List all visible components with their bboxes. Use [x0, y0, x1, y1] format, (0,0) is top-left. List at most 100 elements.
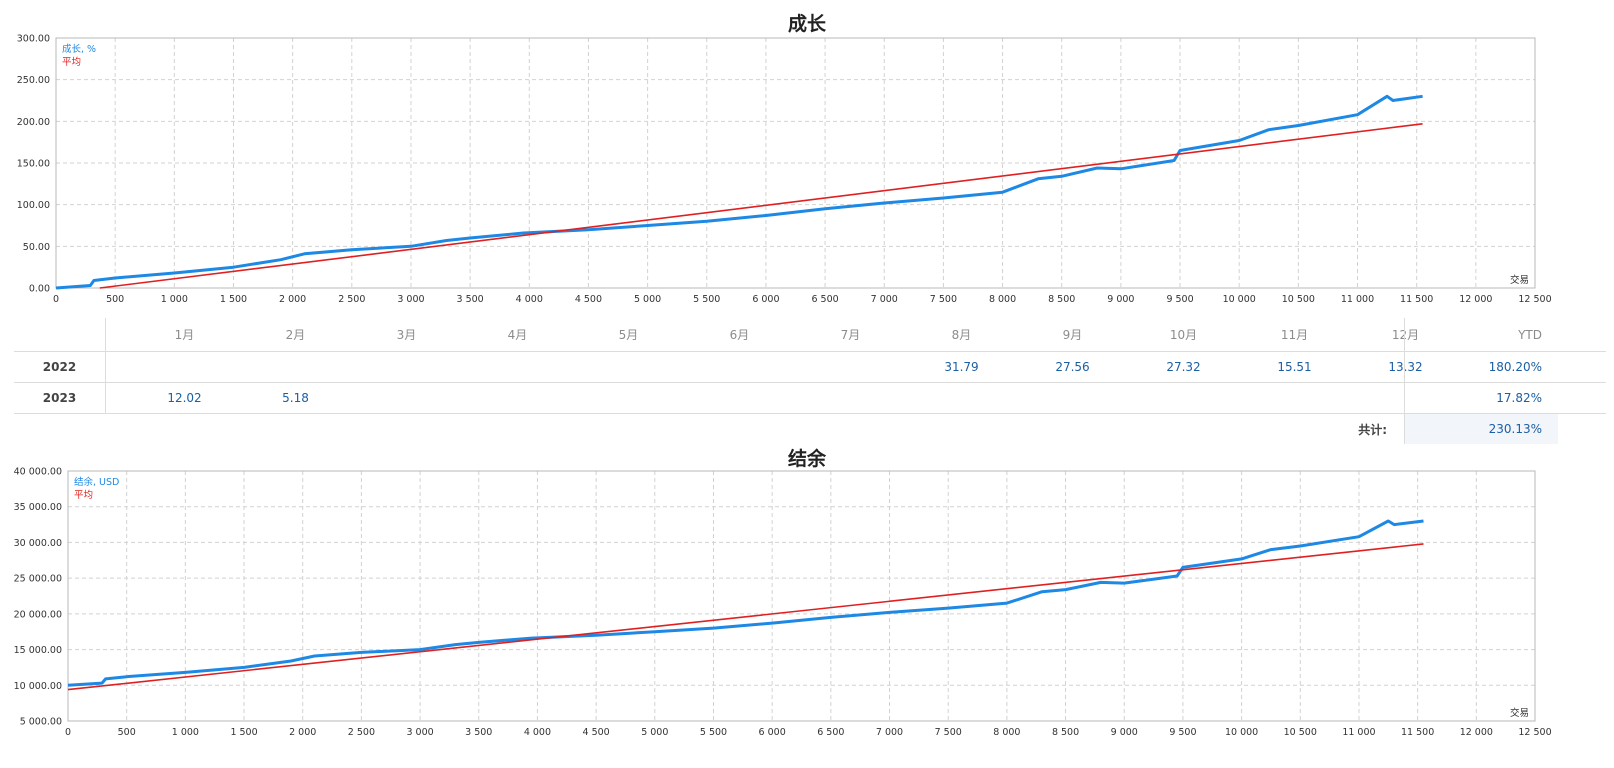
growth-x-tick-label: 1 000	[161, 294, 188, 305]
month-cell	[130, 352, 239, 382]
balance-plot-frame	[67, 470, 1536, 722]
month-header-11: 11月	[1280, 328, 1309, 342]
ytd-header: YTD	[1404, 318, 1552, 351]
ytd-cell: 17.82%	[1404, 383, 1552, 413]
growth-x-tick-label: 8 500	[1048, 294, 1075, 305]
growth-x-tick-label: 4 000	[516, 294, 543, 305]
month-cell	[1240, 383, 1349, 413]
balance-x-tick-label: 9 500	[1169, 727, 1196, 738]
growth-legend-entry: 平均	[62, 56, 81, 68]
balance-series-line-main	[67, 519, 1424, 687]
balance-x-tick-label: 11 000	[1342, 727, 1375, 738]
table-row: 2023 12.02 5.18 17.82%	[14, 383, 1606, 414]
growth-x-tick-label: 10 000	[1223, 294, 1256, 305]
growth-x-tick-label: 3 000	[397, 294, 424, 305]
month-header-8: 8月	[951, 328, 972, 342]
total-value: 230.13%	[1404, 414, 1558, 444]
growth-plot-frame	[55, 37, 1536, 289]
balance-x-axis-label: 交易	[1510, 707, 1529, 719]
month-cell	[685, 352, 794, 382]
month-header-2: 2月	[285, 328, 306, 342]
balance-x-tick-label: 11 500	[1401, 727, 1434, 738]
balance-x-tick-label: 10 000	[1225, 727, 1258, 738]
balance-x-tick-label: 10 500	[1284, 727, 1317, 738]
balance-x-tick-label: 12 000	[1460, 727, 1493, 738]
balance-x-tick-label: 4 000	[524, 727, 551, 738]
month-header-6: 6月	[729, 328, 750, 342]
balance-legend-entry: 平均	[74, 489, 93, 501]
month-header-7: 7月	[840, 328, 861, 342]
growth-y-tick-label: 0.00	[29, 284, 50, 295]
month-cell	[1129, 383, 1238, 413]
balance-x-tick-label: 3 500	[465, 727, 492, 738]
balance-y-tick-label: 40 000.00	[14, 467, 62, 478]
balance-y-tick-label: 5 000.00	[20, 717, 62, 728]
growth-x-tick-label: 2 500	[338, 294, 365, 305]
balance-x-tick-label: 2 500	[348, 727, 375, 738]
month-header-3: 3月	[396, 328, 417, 342]
growth-x-tick-label: 6 500	[811, 294, 838, 305]
month-cell	[796, 383, 905, 413]
month-header-1: 1月	[174, 328, 195, 342]
growth-x-tick-label: 9 500	[1166, 294, 1193, 305]
year-header-cell	[14, 318, 106, 351]
balance-legend-entry: 结余, USD	[74, 476, 119, 488]
growth-chart: 0 500 1 000 1 500 2 000 2 500 3 000 3 500 4 000 4…	[17, 34, 1552, 306]
month-cell: 15.51	[1277, 360, 1312, 374]
month-cell: 13.32	[1388, 360, 1423, 374]
month-header-9: 9月	[1062, 328, 1083, 342]
growth-series-line-main	[55, 94, 1423, 290]
balance-x-tick-label: 6 500	[817, 727, 844, 738]
growth-chart-title: 成长	[787, 14, 826, 35]
growth-x-axis-label: 交易	[1510, 274, 1529, 286]
table-total-row: 共计: 230.13%	[14, 414, 1606, 444]
month-cell: 27.32	[1166, 360, 1201, 374]
growth-x-tick-label: 8 000	[989, 294, 1016, 305]
balance-x-tick-label: 8 500	[1052, 727, 1079, 738]
growth-x-tick-label: 4 500	[575, 294, 602, 305]
balance-x-tick-label: 0	[65, 727, 71, 738]
balance-x-tick-label: 1 500	[230, 727, 257, 738]
growth-y-tick-label: 250.00	[17, 75, 50, 86]
balance-y-tick-label: 35 000.00	[14, 502, 62, 513]
balance-y-tick-label: 10 000.00	[14, 681, 62, 692]
month-cell	[241, 352, 350, 382]
growth-x-tick-label: 12 000	[1459, 294, 1492, 305]
monthly-returns-table: 1月 2月 3月 4月 5月 6月 7月 8月 9月 10月 11月 12月 Y…	[14, 318, 1606, 444]
growth-y-tick-label: 100.00	[17, 200, 50, 211]
growth-x-tick-label: 0	[53, 294, 59, 305]
balance-chart: 0 500 1 000 1 500 2 000 2 500 3 000 3 500 4 000 4…	[14, 467, 1552, 739]
balance-chart-title: 结余	[787, 449, 826, 470]
balance-y-tick-label: 30 000.00	[14, 538, 62, 549]
balance-x-tick-label: 5 000	[641, 727, 668, 738]
balance-x-tick-label: 8 000	[993, 727, 1020, 738]
month-cell	[352, 383, 461, 413]
month-cell: 31.79	[944, 360, 979, 374]
month-cell: 27.56	[1055, 360, 1090, 374]
year-cell: 2023	[14, 383, 106, 413]
growth-x-tick-label: 11 500	[1400, 294, 1433, 305]
total-label: 共计:	[1358, 422, 1387, 437]
growth-x-tick-label: 500	[106, 294, 124, 305]
growth-x-tick-label: 2 000	[279, 294, 306, 305]
month-cell	[685, 383, 794, 413]
balance-x-tick-label: 2 000	[289, 727, 316, 738]
month-cell	[574, 352, 683, 382]
month-cell	[907, 383, 1016, 413]
growth-x-tick-label: 3 500	[457, 294, 484, 305]
balance-y-tick-label: 20 000.00	[14, 609, 62, 620]
growth-y-tick-label: 150.00	[17, 159, 50, 170]
growth-y-tick-label: 300.00	[17, 34, 50, 45]
growth-x-tick-label: 7 000	[871, 294, 898, 305]
balance-x-tick-label: 12 500	[1518, 727, 1551, 738]
balance-x-tick-label: 7 500	[935, 727, 962, 738]
month-header-12: 12月	[1391, 328, 1420, 342]
growth-x-tick-label: 10 500	[1282, 294, 1315, 305]
growth-x-tick-label: 1 500	[220, 294, 247, 305]
growth-x-tick-label: 12 500	[1518, 294, 1551, 305]
month-cell: 12.02	[167, 391, 202, 405]
growth-x-tick-label: 11 000	[1341, 294, 1374, 305]
month-cell	[574, 383, 683, 413]
month-header-10: 10月	[1169, 328, 1198, 342]
balance-y-tick-label: 15 000.00	[14, 645, 62, 656]
